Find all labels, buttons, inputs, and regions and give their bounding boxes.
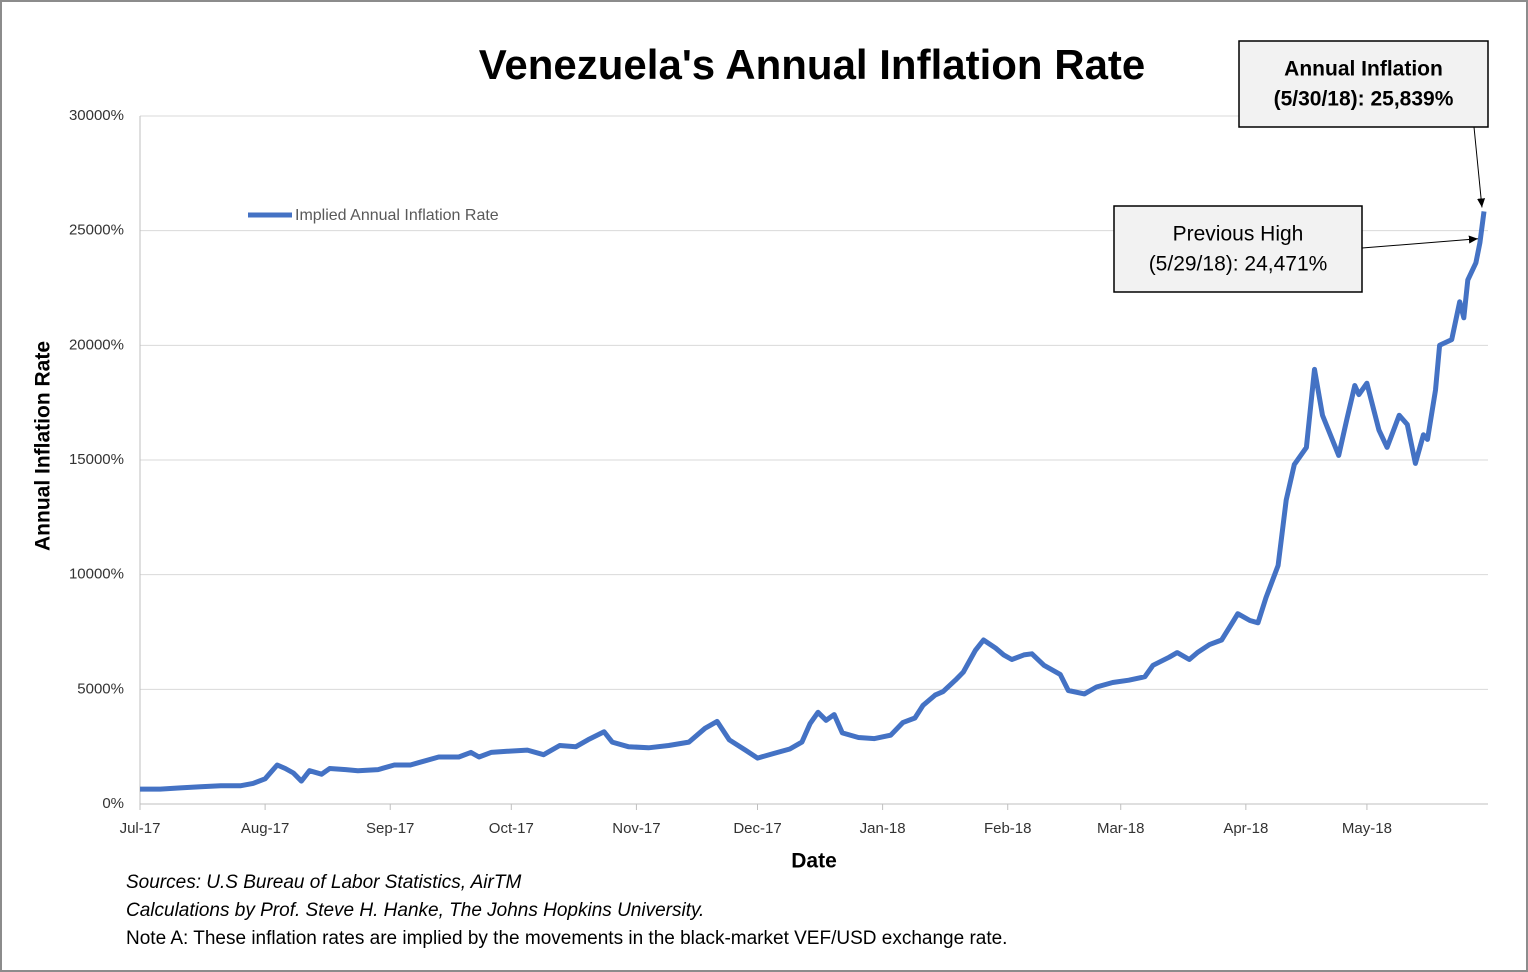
x-axis-label: Date bbox=[791, 850, 837, 873]
note: Sources: U.S Bureau of Labor Statistics,… bbox=[126, 872, 521, 893]
y-tick-label: 30000% bbox=[69, 107, 124, 124]
annotation-text: Previous High bbox=[1173, 223, 1304, 246]
annotation-text: (5/29/18): 24,471% bbox=[1149, 253, 1328, 276]
note: Calculations by Prof. Steve H. Hanke, Th… bbox=[126, 900, 704, 921]
x-tick-label: Jan-18 bbox=[860, 820, 906, 837]
x-tick-label: Feb-18 bbox=[984, 820, 1032, 837]
y-tick-label: 25000% bbox=[69, 222, 124, 239]
x-tick-label: Jul-17 bbox=[120, 820, 161, 837]
annotation-arrow bbox=[1473, 126, 1486, 208]
x-tick-label: Aug-17 bbox=[241, 820, 289, 837]
annotation-arrow bbox=[1361, 235, 1478, 249]
chart-title: Venezuela's Annual Inflation Rate bbox=[479, 41, 1146, 88]
x-tick-label: Sep-17 bbox=[366, 820, 414, 837]
y-tick-label: 0% bbox=[102, 795, 124, 812]
x-tick-label: Mar-18 bbox=[1097, 820, 1145, 837]
y-tick-label: 10000% bbox=[69, 566, 124, 583]
y-tick-label: 5000% bbox=[77, 680, 124, 697]
x-tick-label: Oct-17 bbox=[489, 820, 534, 837]
x-tick-label: May-18 bbox=[1342, 820, 1392, 837]
x-tick-label: Nov-17 bbox=[612, 820, 660, 837]
data-line bbox=[140, 211, 1487, 792]
annotation-box bbox=[1238, 40, 1489, 128]
y-tick-label: 15000% bbox=[69, 451, 124, 468]
annotation-text: Annual Inflation bbox=[1284, 58, 1443, 81]
annotation-box bbox=[1113, 205, 1363, 293]
x-tick-label: Dec-17 bbox=[733, 820, 781, 837]
y-tick-label: 20000% bbox=[69, 336, 124, 353]
x-tick-label: Apr-18 bbox=[1223, 820, 1268, 837]
note: Note A: These inflation rates are implie… bbox=[126, 928, 1007, 949]
legend-label: Implied Annual Inflation Rate bbox=[295, 207, 499, 224]
annotation-text: (5/30/18): 25,839% bbox=[1274, 88, 1454, 111]
y-axis-label: Annual Inflation Rate bbox=[32, 341, 55, 551]
